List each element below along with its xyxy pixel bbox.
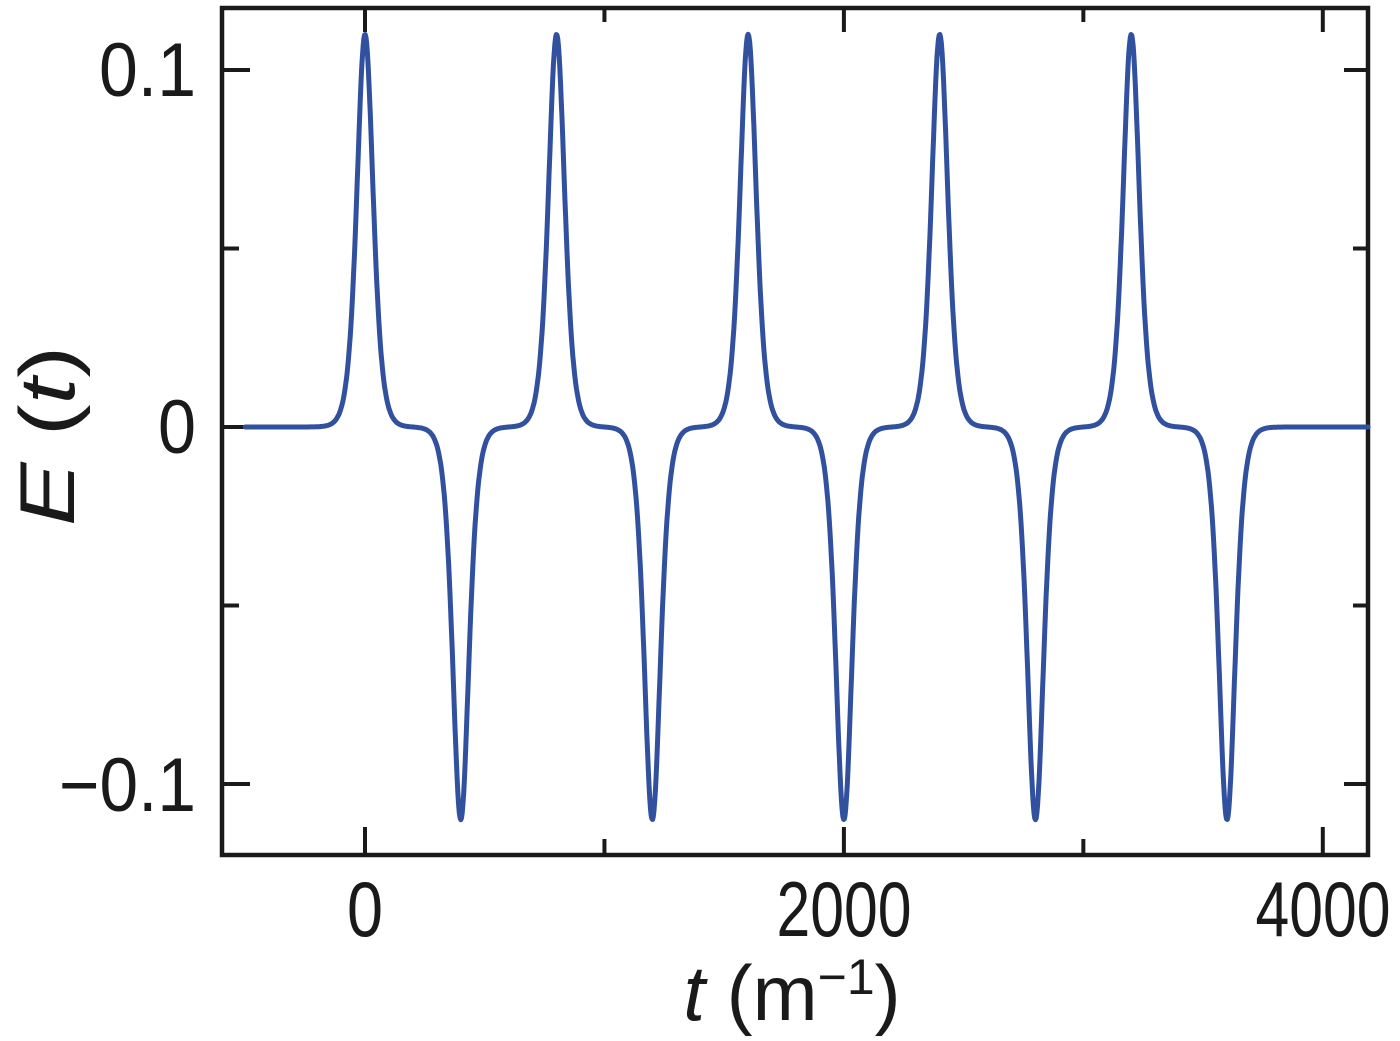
y-tick-label-0: 0 [158, 385, 196, 470]
x-tick-label-0: 0 [347, 865, 383, 953]
y-axis-label-paren-open: ( [3, 404, 91, 462]
axis-ticks [224, 10, 1366, 853]
plot-frame [219, 5, 1371, 858]
y-axis-label-paren-close: ) [3, 346, 91, 378]
x-tick-label-4000: 4000 [1256, 865, 1391, 953]
y-axis-label: E (t) [3, 346, 91, 526]
x-axis-label-unit-close: ) [875, 949, 901, 1036]
y-axis-label-variable: E [3, 461, 91, 526]
y-tick-label-0.1: 0.1 [99, 28, 196, 113]
x-axis-label: t (m−1) [683, 949, 900, 1036]
signal-line [242, 31, 1371, 823]
x-axis-label-variable: t [683, 949, 708, 1036]
x-tick-label-2000: 2000 [777, 865, 912, 953]
y-axis-label-argument: t [3, 374, 91, 405]
x-axis-label-unit-open: (m [705, 949, 818, 1036]
x-axis-label-superscript: −1 [818, 949, 875, 1005]
y-tick-label-neg0.1: −0.1 [59, 743, 196, 828]
